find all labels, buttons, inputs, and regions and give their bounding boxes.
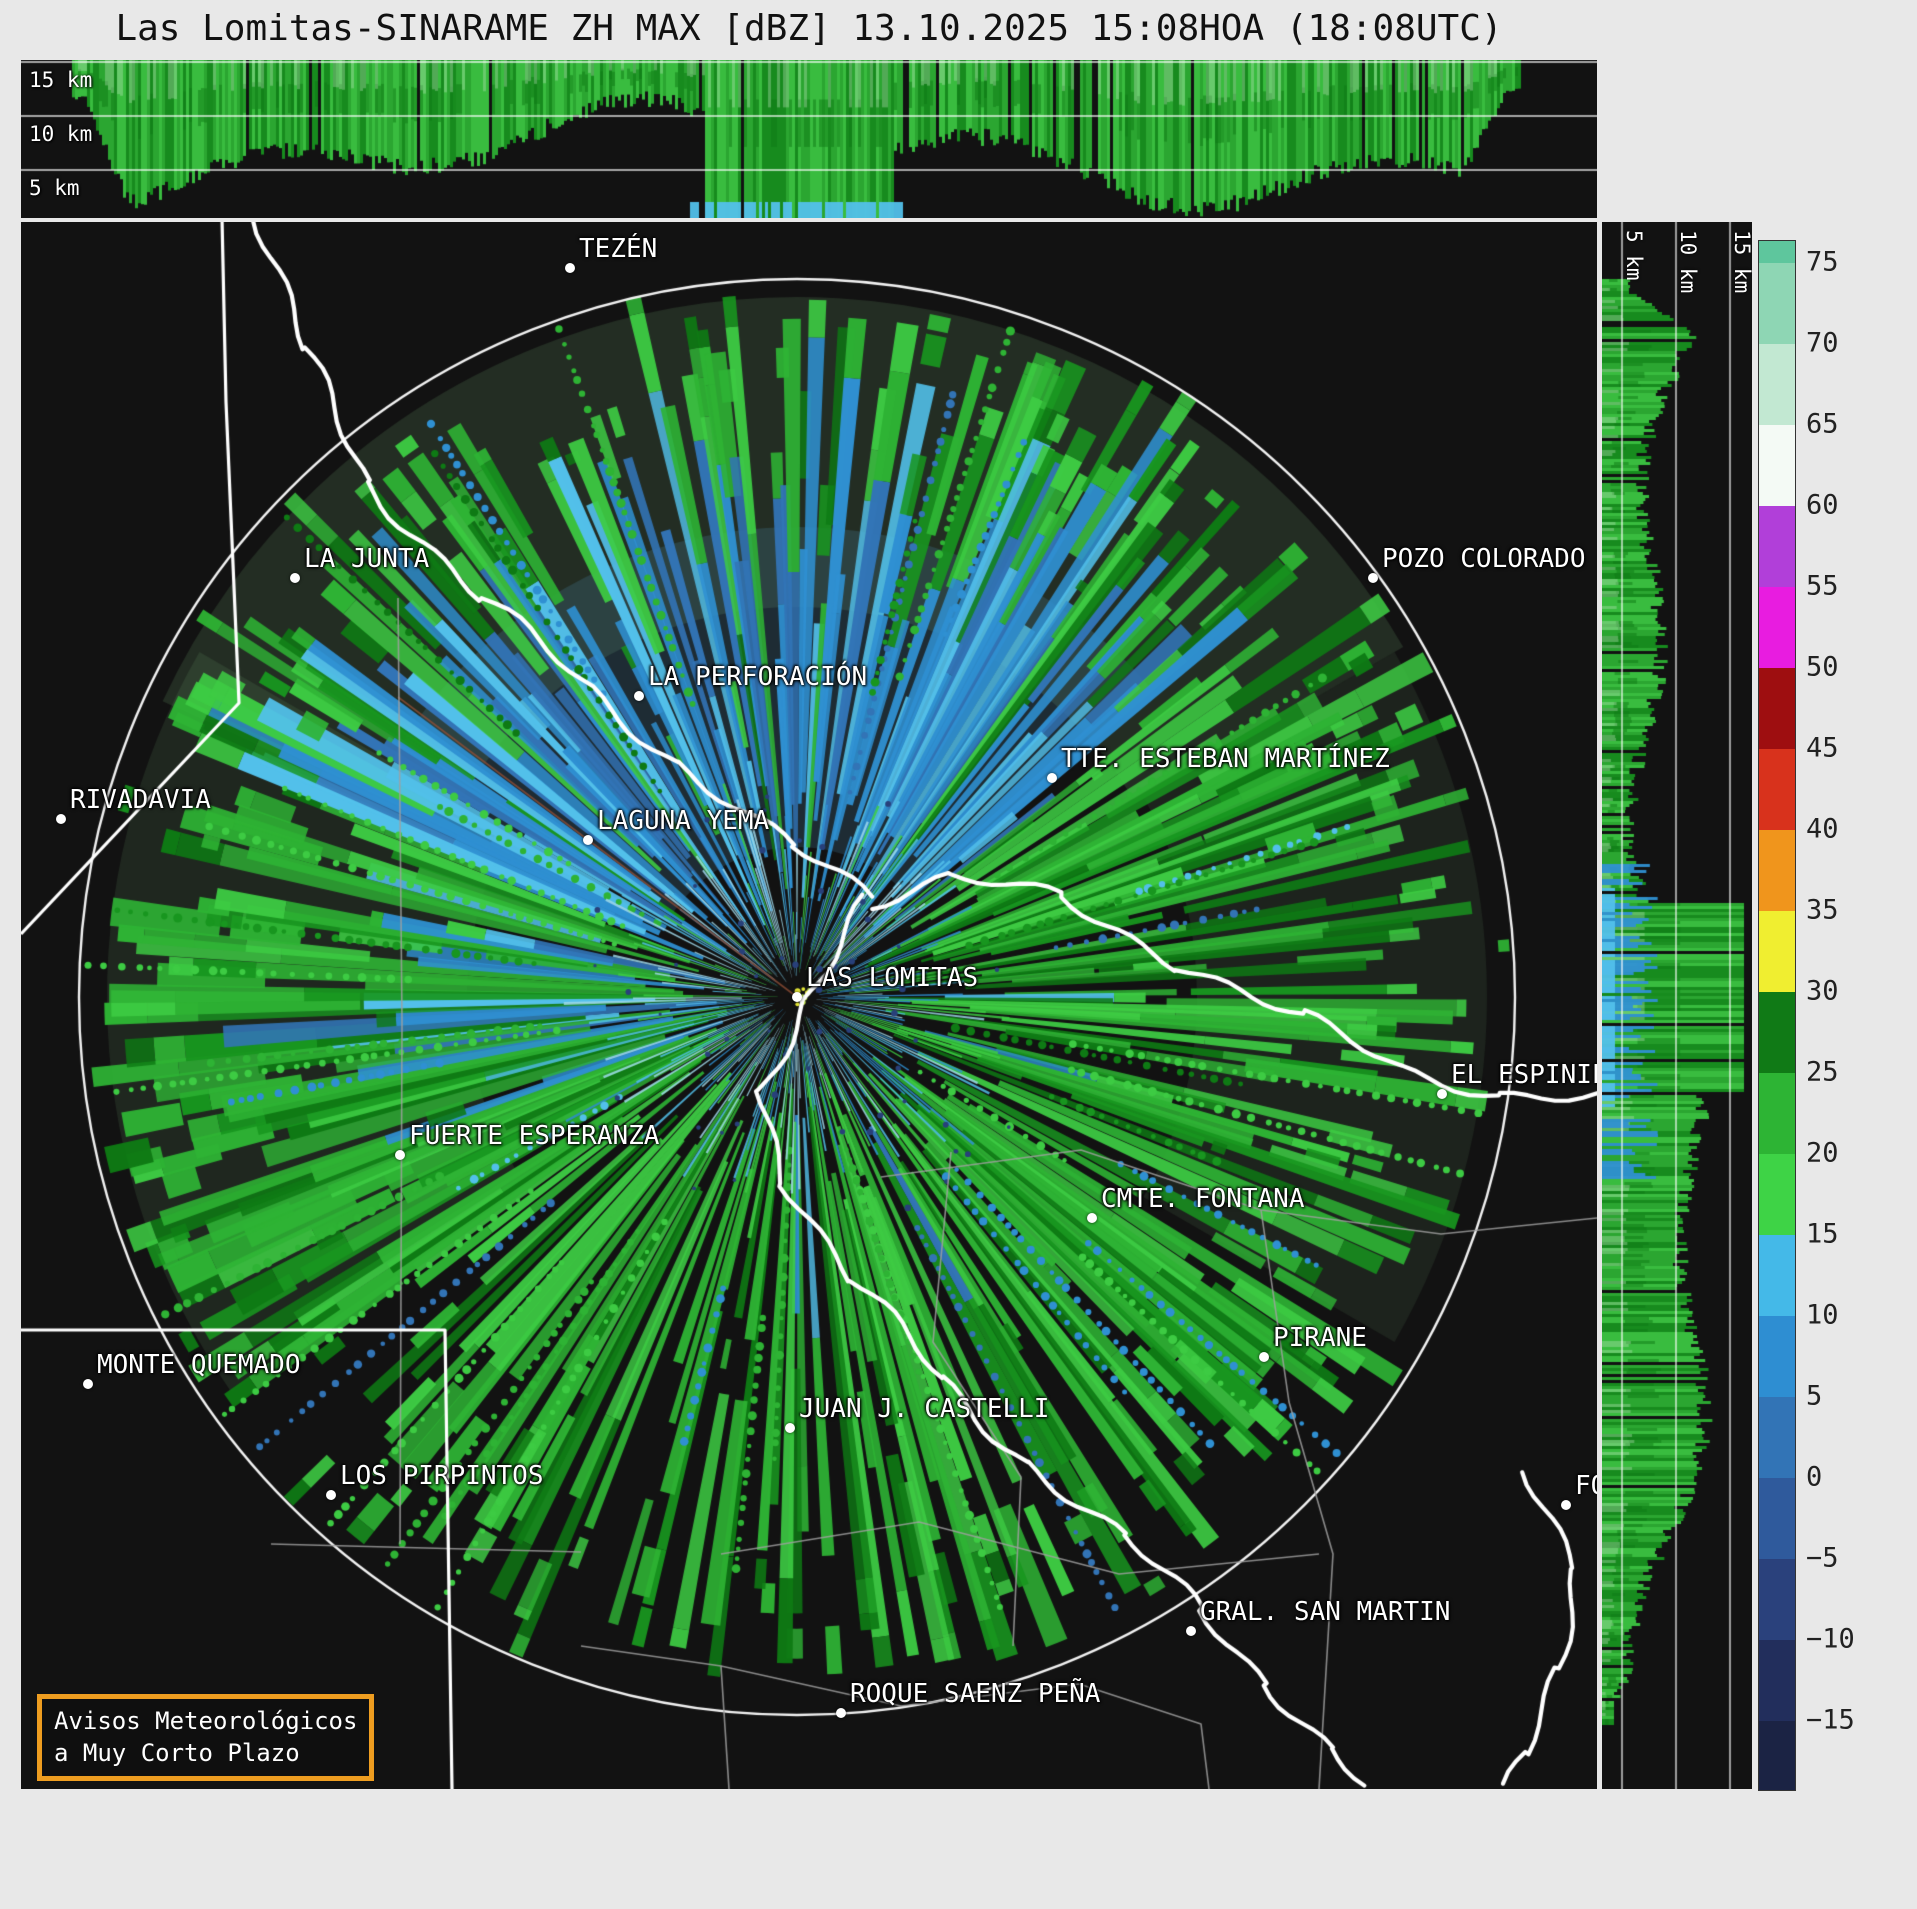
colorbar-tick-label: 20 — [1806, 1137, 1839, 1169]
colorbar-segment — [1759, 587, 1795, 668]
city-dot — [395, 1150, 405, 1160]
city-label: MONTE QUEMADO — [97, 1350, 301, 1380]
colorbar-segment — [1759, 425, 1795, 506]
colorbar-tick-label: 35 — [1806, 894, 1839, 926]
cross-section-top-panel: 15 km 10 km 5 km — [21, 60, 1597, 218]
city-label: TEZÉN — [579, 234, 658, 264]
colorbar-tick-label: 15 — [1806, 1218, 1839, 1250]
cross-section-right-canvas — [1602, 222, 1752, 1789]
colorbar-segment — [1759, 1640, 1795, 1721]
altitude-label-v-10km: 10 km — [1676, 230, 1700, 294]
radar-map-canvas — [21, 222, 1597, 1789]
colorbar-segment — [1759, 1154, 1795, 1235]
footer: Servicio Meteorológico Nacional Argentin… — [0, 1789, 1917, 1909]
city-label: GRAL. SAN MARTIN — [1200, 1597, 1451, 1627]
city-dot — [634, 691, 644, 701]
city-label: JUAN J. CASTELLI — [799, 1394, 1050, 1424]
city-label: LAGUNA YEMA — [597, 806, 770, 836]
colorbar-tick-label: −10 — [1806, 1623, 1855, 1655]
colorbar-tick-label: −5 — [1806, 1542, 1839, 1574]
city-dot — [785, 1423, 795, 1433]
city-label: TTE. ESTEBAN MARTÍNEZ — [1061, 744, 1390, 774]
city-dot — [1047, 773, 1057, 783]
colorbar-tick-label: 0 — [1806, 1461, 1823, 1493]
city-dot — [1259, 1352, 1269, 1362]
warning-line-2: a Muy Corto Plazo — [54, 1739, 300, 1768]
colorbar-tick-label: −15 — [1806, 1704, 1855, 1736]
colorbar-segment — [1759, 344, 1795, 425]
city-label: FORMOSA — [1575, 1471, 1597, 1501]
colorbar-tick-label: 30 — [1806, 975, 1839, 1007]
city-label: PIRANE — [1273, 1323, 1367, 1353]
city-dot — [1368, 573, 1378, 583]
colorbar-segment — [1759, 668, 1795, 749]
colorbar-tick-label: 25 — [1806, 1056, 1839, 1088]
colorbar-segment — [1759, 1235, 1795, 1316]
colorbar-segment — [1759, 263, 1795, 344]
altitude-label-10km: 10 km — [29, 122, 93, 146]
city-label: RIVADAVIA — [70, 785, 211, 815]
colorbar-tick-label: 65 — [1806, 408, 1839, 440]
cross-section-top-canvas — [21, 60, 1597, 218]
colorbar-segment — [1759, 1073, 1795, 1154]
city-dot — [83, 1379, 93, 1389]
altitude-label-v-5km: 5 km — [1622, 230, 1646, 281]
radar-map-panel: TEZÉN LA JUNTA POZO COLORADO LA PERFORACIÓN… — [21, 222, 1597, 1789]
colorbar — [1758, 240, 1796, 1791]
product-title: Las Lomitas-SINARAME ZH MAX [dBZ] 13.10.… — [115, 8, 1503, 49]
city-label: CMTE. FONTANA — [1101, 1184, 1305, 1214]
colorbar-tick-label: 70 — [1806, 327, 1839, 359]
city-label: LAS LOMITAS — [806, 963, 979, 993]
colorbar-segment — [1759, 911, 1795, 992]
city-label: LA JUNTA — [304, 544, 430, 574]
city-dot — [1437, 1089, 1447, 1099]
warning-box: Avisos Meteorológicos a Muy Corto Plazo — [37, 1694, 375, 1781]
colorbar-segment — [1759, 241, 1795, 263]
colorbar-tick-label: 75 — [1806, 246, 1839, 278]
colorbar-segment — [1759, 1559, 1795, 1640]
city-label: LOS PIRPINTOS — [340, 1461, 544, 1491]
city-dot — [1186, 1626, 1196, 1636]
colorbar-tick-label: 60 — [1806, 489, 1839, 521]
warning-line-1: Avisos Meteorológicos — [54, 1707, 358, 1735]
city-label: POZO COLORADO — [1382, 544, 1586, 574]
city-label: FUERTE ESPERANZA — [409, 1121, 660, 1151]
cross-section-right-panel: 5 km 10 km 15 km — [1602, 222, 1752, 1789]
altitude-label-15km: 15 km — [29, 68, 93, 92]
city-dot — [290, 573, 300, 583]
city-label: EL ESPINILLO — [1451, 1060, 1597, 1090]
colorbar-segment — [1759, 1316, 1795, 1397]
colorbar-tick-label: 55 — [1806, 570, 1839, 602]
city-dot — [1087, 1213, 1097, 1223]
colorbar-segment — [1759, 830, 1795, 911]
colorbar-tick-label: 40 — [1806, 813, 1839, 845]
city-dot — [565, 263, 575, 273]
city-dot — [326, 1490, 336, 1500]
altitude-label-v-15km: 15 km — [1730, 230, 1752, 294]
city-label: ROQUE SAENZ PEÑA — [850, 1679, 1101, 1709]
colorbar-tick-label: 5 — [1806, 1380, 1823, 1412]
colorbar-tick-label: 45 — [1806, 732, 1839, 764]
colorbar-segment — [1759, 506, 1795, 587]
colorbar-segment — [1759, 1721, 1795, 1790]
city-dot — [56, 814, 66, 824]
colorbar-tick-label: 50 — [1806, 651, 1839, 683]
city-dot — [792, 992, 802, 1002]
altitude-label-5km: 5 km — [29, 176, 80, 200]
colorbar-segment — [1759, 992, 1795, 1073]
colorbar-segment — [1759, 1478, 1795, 1559]
colorbar-segment — [1759, 1397, 1795, 1478]
city-dot — [1561, 1500, 1571, 1510]
city-label: LA PERFORACIÓN — [648, 662, 868, 692]
city-dot — [836, 1708, 846, 1718]
colorbar-tick-label: 10 — [1806, 1299, 1839, 1331]
colorbar-segment — [1759, 749, 1795, 830]
city-dot — [583, 835, 593, 845]
